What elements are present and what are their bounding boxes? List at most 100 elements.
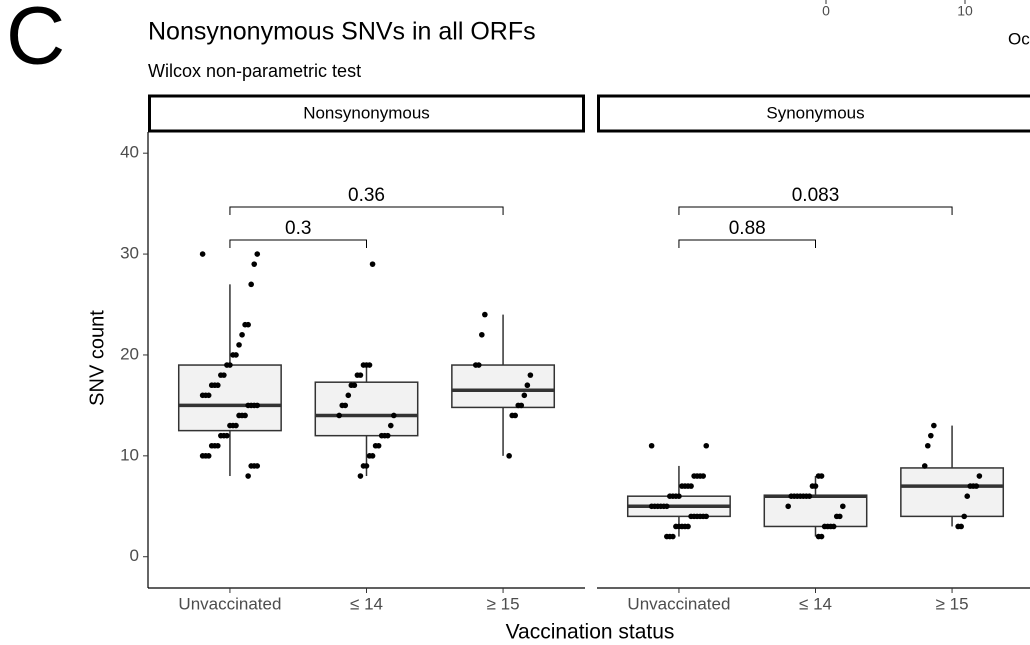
bracket	[678, 206, 953, 215]
box	[314, 381, 419, 437]
point	[479, 331, 485, 338]
point	[703, 442, 710, 449]
point	[248, 281, 254, 288]
y-tick-label: 20	[120, 344, 139, 363]
p-value: 0.88	[729, 218, 766, 239]
point	[242, 321, 248, 328]
x-tick-label: ≤ 14	[350, 594, 383, 613]
point	[509, 412, 515, 419]
point	[339, 402, 346, 409]
point	[821, 523, 828, 530]
point	[667, 493, 673, 499]
point	[218, 372, 224, 378]
x-tick-label: ≤ 14	[799, 594, 832, 613]
y-tick-label: 0	[130, 546, 139, 565]
strip-label: Synonymous	[766, 103, 864, 122]
point	[236, 342, 242, 348]
box	[451, 364, 556, 409]
x-tick-label: Unvaccinated	[178, 594, 281, 613]
point	[815, 533, 822, 540]
point	[840, 503, 846, 510]
bracket	[229, 206, 504, 215]
point	[248, 463, 254, 469]
point	[360, 463, 367, 469]
point	[357, 473, 364, 479]
point	[955, 523, 961, 530]
point	[785, 503, 791, 510]
point	[976, 473, 983, 479]
point	[967, 483, 974, 489]
point	[208, 442, 215, 449]
bracket	[229, 239, 367, 248]
chart-subtitle: Wilcox non-parametric test	[148, 61, 361, 81]
p-value: 0.083	[792, 185, 840, 206]
point	[245, 402, 251, 409]
point	[354, 372, 361, 378]
point	[251, 261, 258, 267]
point	[230, 352, 236, 358]
fragment-text: Oc	[1008, 29, 1030, 48]
point	[366, 453, 373, 459]
box	[177, 364, 282, 432]
y-tick-label: 40	[120, 143, 139, 162]
point	[208, 382, 215, 389]
point	[199, 392, 206, 399]
point	[239, 331, 245, 338]
point	[663, 533, 670, 540]
x-tick-label: ≥ 15	[936, 594, 969, 613]
fragment-text: 10	[957, 3, 973, 19]
point	[360, 362, 367, 368]
point	[387, 422, 394, 429]
point	[348, 382, 355, 389]
point	[524, 382, 531, 389]
point	[964, 493, 971, 499]
p-value: 0.3	[285, 218, 311, 239]
point	[245, 473, 251, 479]
point	[224, 362, 230, 368]
box	[763, 494, 868, 528]
point	[961, 513, 968, 520]
x-axis-title: Vaccination status	[506, 621, 675, 644]
chart-title: Nonsynonymous SNVs in all ORFs	[148, 18, 536, 46]
bracket	[678, 239, 816, 248]
point	[673, 523, 679, 530]
point	[809, 483, 816, 489]
point	[648, 503, 655, 510]
point	[391, 412, 397, 419]
point	[236, 412, 242, 419]
strip	[597, 94, 1030, 133]
point	[472, 362, 479, 368]
point	[482, 311, 488, 318]
point	[227, 422, 233, 429]
point	[928, 432, 934, 439]
point	[688, 513, 694, 520]
point	[521, 392, 528, 399]
point	[788, 493, 795, 499]
point	[679, 483, 685, 489]
y-axis-title: SNV count	[86, 310, 108, 406]
point	[218, 432, 224, 439]
x-tick-label: Unvaccinated	[627, 594, 730, 613]
point	[506, 453, 512, 459]
point	[527, 372, 534, 378]
point	[691, 473, 697, 479]
point	[815, 473, 822, 479]
point	[336, 412, 342, 419]
point	[199, 251, 206, 257]
point	[369, 261, 376, 267]
point	[345, 392, 352, 399]
point	[254, 251, 261, 257]
x-tick-label: ≥ 15	[487, 594, 520, 613]
y-tick-label: 30	[120, 244, 139, 263]
point	[648, 442, 655, 449]
panel-label: C	[6, 0, 65, 82]
point	[833, 513, 840, 520]
y-tick-label: 10	[120, 445, 139, 464]
fragment-text: 0	[822, 3, 830, 19]
point	[378, 432, 385, 439]
point	[924, 442, 931, 449]
point	[372, 442, 379, 449]
point	[199, 453, 206, 459]
